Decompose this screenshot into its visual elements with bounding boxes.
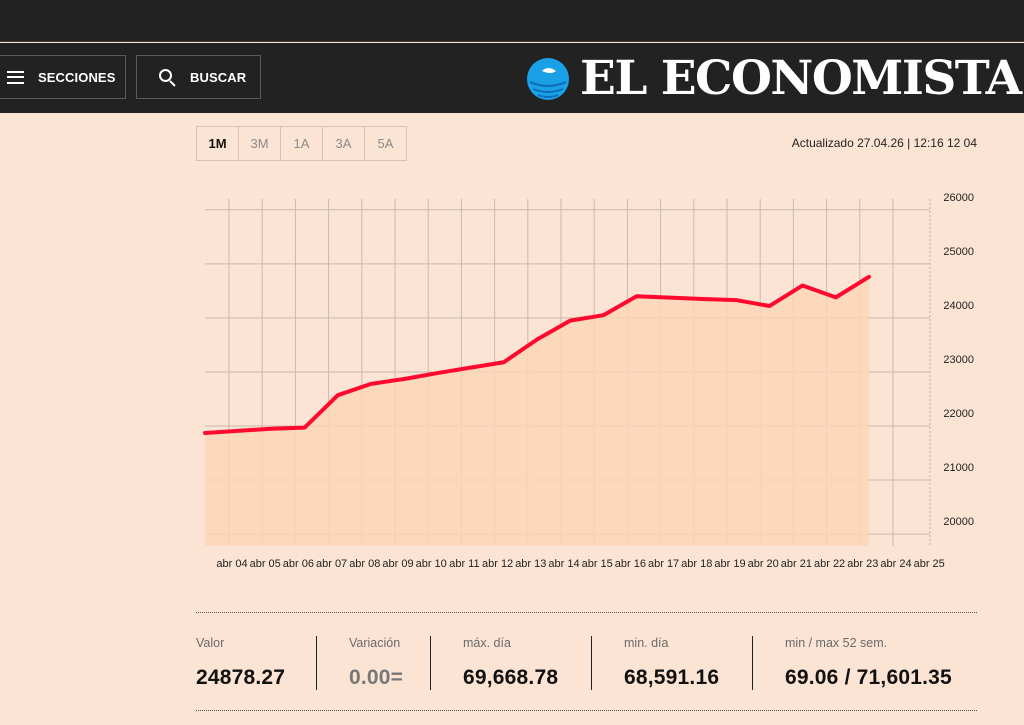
stat-label: min. día bbox=[624, 636, 669, 650]
stat-52-week-range: min / max 52 sem. 69.06 / 71,601.35 bbox=[785, 636, 952, 690]
stats-panel: Valor 24878.27 Variación 0.00= máx. día … bbox=[196, 636, 977, 690]
stat-separator bbox=[591, 636, 592, 690]
stat-value: 68,591.16 bbox=[624, 666, 720, 689]
stat-separator bbox=[430, 636, 431, 690]
y-tick-label: 26000 bbox=[943, 192, 974, 204]
x-tick-label: abr 19 bbox=[714, 558, 745, 570]
stat-separator bbox=[752, 636, 753, 690]
stat-label: máx. día bbox=[463, 636, 511, 650]
x-tick-label: abr 24 bbox=[880, 558, 911, 570]
globe-logo-icon bbox=[527, 58, 569, 100]
logo-text: EL ECONOMISTA bbox=[580, 51, 1022, 106]
stat-label: min / max 52 sem. bbox=[785, 636, 888, 650]
site-header: SECCIONES BUSCAR EL ECONOMISTA bbox=[0, 43, 1024, 113]
range-selector: 1M 3M 1A 3A 5A bbox=[196, 126, 407, 161]
stat-value: 69.06 / 71,601.35 bbox=[785, 666, 952, 689]
y-tick-label: 21000 bbox=[943, 462, 974, 474]
y-tick-label: 20000 bbox=[943, 516, 974, 528]
x-tick-label: abr 05 bbox=[250, 558, 281, 570]
stat-value: 69,668.78 bbox=[463, 666, 559, 689]
top-strip bbox=[0, 0, 1024, 42]
x-tick-label: abr 16 bbox=[615, 558, 646, 570]
y-tick-label: 25000 bbox=[943, 246, 974, 258]
x-tick-label: abr 07 bbox=[316, 558, 347, 570]
x-tick-label: abr 14 bbox=[548, 558, 579, 570]
stat-variacion: Variación 0.00= bbox=[349, 636, 404, 690]
x-tick-label: abr 15 bbox=[582, 558, 613, 570]
search-label: BUSCAR bbox=[190, 69, 247, 85]
hamburger-icon bbox=[7, 70, 24, 84]
range-tab-5a[interactable]: 5A bbox=[364, 126, 407, 161]
x-tick-label: abr 18 bbox=[681, 558, 712, 570]
x-tick-label: abr 06 bbox=[283, 558, 314, 570]
y-tick-label: 22000 bbox=[943, 408, 974, 420]
x-tick-label: abr 12 bbox=[482, 558, 513, 570]
x-tick-label: abr 21 bbox=[781, 558, 812, 570]
updated-timestamp: Actualizado 27.04.26 | 12:16 12 04 bbox=[791, 136, 977, 150]
stat-value: 0.00= bbox=[349, 666, 404, 689]
x-tick-label: abr 13 bbox=[515, 558, 546, 570]
stat-label: Valor bbox=[196, 636, 225, 650]
sections-label: SECCIONES bbox=[38, 69, 116, 85]
x-tick-label: abr 11 bbox=[449, 558, 479, 570]
series-area-fill bbox=[205, 276, 869, 546]
x-tick-label: abr 08 bbox=[349, 558, 380, 570]
x-tick-label: abr 20 bbox=[748, 558, 779, 570]
search-button[interactable]: BUSCAR bbox=[136, 55, 261, 99]
stat-value: 24878.27 bbox=[196, 666, 286, 689]
x-tick-label: abr 22 bbox=[814, 558, 845, 570]
stat-max-dia: máx. día 69,668.78 bbox=[463, 636, 558, 690]
x-tick-label: abr 17 bbox=[648, 558, 679, 570]
sections-menu-button[interactable]: SECCIONES bbox=[0, 55, 126, 99]
stat-label: Variación bbox=[349, 636, 401, 650]
x-tick-label: abr 04 bbox=[216, 558, 247, 570]
x-tick-label: abr 25 bbox=[914, 558, 945, 570]
stat-valor: Valor 24878.27 bbox=[196, 636, 285, 690]
stats-bottom-divider bbox=[196, 710, 977, 711]
y-tick-label: 24000 bbox=[943, 300, 974, 312]
stats-top-divider bbox=[196, 612, 977, 613]
x-tick-label: abr 09 bbox=[382, 558, 413, 570]
search-icon bbox=[159, 68, 176, 87]
x-tick-label: abr 10 bbox=[416, 558, 447, 570]
stat-separator bbox=[316, 636, 317, 690]
x-tick-label: abr 23 bbox=[847, 558, 878, 570]
price-chart: 20000 21000 22000 23000 24000 25000 26000 abr 0… bbox=[203, 192, 974, 570]
site-logo[interactable]: EL ECONOMISTA bbox=[526, 51, 1022, 106]
y-tick-label: 23000 bbox=[943, 354, 974, 366]
stat-min-dia: min. día 68,591.16 bbox=[624, 636, 719, 690]
